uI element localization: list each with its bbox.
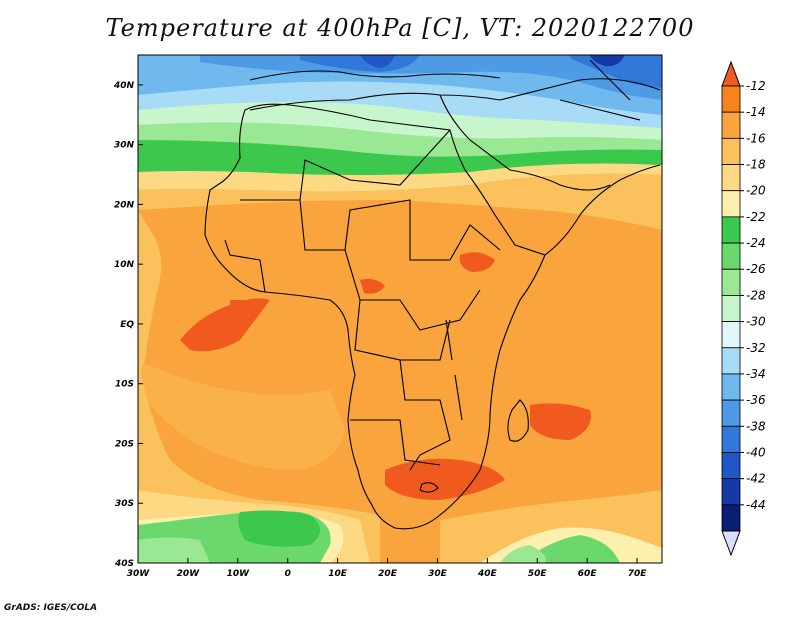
colorbar-label: -44 [746,498,766,512]
colorbar-swatch [721,111,741,139]
colorbar-swatch [721,216,741,244]
colorbar-max-arrow [721,60,741,87]
colorbar-swatch [721,504,741,532]
lat-tick-label: 20N [114,200,135,210]
colorbar-swatch [721,164,741,192]
colorbar-label: -14 [746,105,766,119]
colorbar-swatch [721,425,741,453]
colorbar-label: -36 [746,393,766,407]
lat-tick-label: 40N [113,81,135,91]
lon-tick-label: 60E [578,569,598,579]
colorbar-label: -24 [746,236,766,250]
lat-tick-label: EQ [120,320,134,330]
colorbar-swatch [721,347,741,375]
map-frame [137,54,663,564]
longitude-axis: 30W 20W 10W 0 10E 20E 30E 40E 50E 60E 70E [127,558,647,579]
temperature-map [138,55,662,563]
colorbar-label: -38 [746,419,766,433]
lon-tick-label: 30E [428,569,448,579]
colorbar-label: -12 [746,79,766,93]
lat-tick-label: 30N [114,141,135,151]
lon-tick-label: 0 [285,569,291,579]
colorbar-swatch [721,242,741,270]
lon-tick-label: 40E [477,569,498,579]
colorbar-min-arrow [721,530,741,557]
colorbar-label: -16 [746,131,766,145]
lon-tick-label: 70E [628,569,648,579]
colorbar-label: -30 [746,315,766,329]
lon-tick-label: 10W [227,569,251,579]
lat-tick-label: 40S [114,559,134,569]
lat-tick-label: 30S [115,499,134,509]
lon-tick-label: 30W [127,569,151,579]
colorbar-swatch [721,373,741,401]
colorbar-label: -42 [746,472,766,486]
colorbar: -12 -14 -16 -18 -20 -22 -24 -26 -28 -30 -32 -34 -36 -… [721,60,766,557]
footer-credit: GrADS: IGES/COLA [4,603,98,613]
lon-tick-label: 20W [177,569,201,579]
colorbar-label: -18 [746,158,766,172]
colorbar-label: -40 [746,445,766,459]
colorbar-swatch [721,295,741,322]
colorbar-label: -34 [746,367,766,381]
lon-tick-label: 10E [328,569,348,579]
lat-tick-label: 10N [114,260,135,270]
colorbar-label: -22 [746,210,766,224]
lon-tick-label: 50E [528,569,548,579]
colorbar-swatch [721,137,741,165]
colorbar-swatch [721,190,741,218]
colorbar-swatch [721,85,741,113]
latitude-axis: 40N 30N 20N 10N EQ 10S 20S 30S 40S [113,81,143,569]
colorbar-swatch [721,321,741,349]
lat-tick-label: 10S [115,380,134,390]
colorbar-label: -28 [746,288,766,302]
colorbar-label: -20 [746,184,766,198]
map-title: Temperature at 400hPa [C], VT: 202012270… [105,14,695,42]
lon-tick-label: 20E [378,569,398,579]
colorbar-swatch [721,478,741,506]
colorbar-swatch [721,399,741,427]
colorbar-label: -26 [746,262,766,276]
colorbar-swatch [721,452,741,480]
colorbar-label: -32 [746,341,766,355]
lat-tick-label: 20S [115,439,134,449]
colorbar-swatch [721,268,741,296]
